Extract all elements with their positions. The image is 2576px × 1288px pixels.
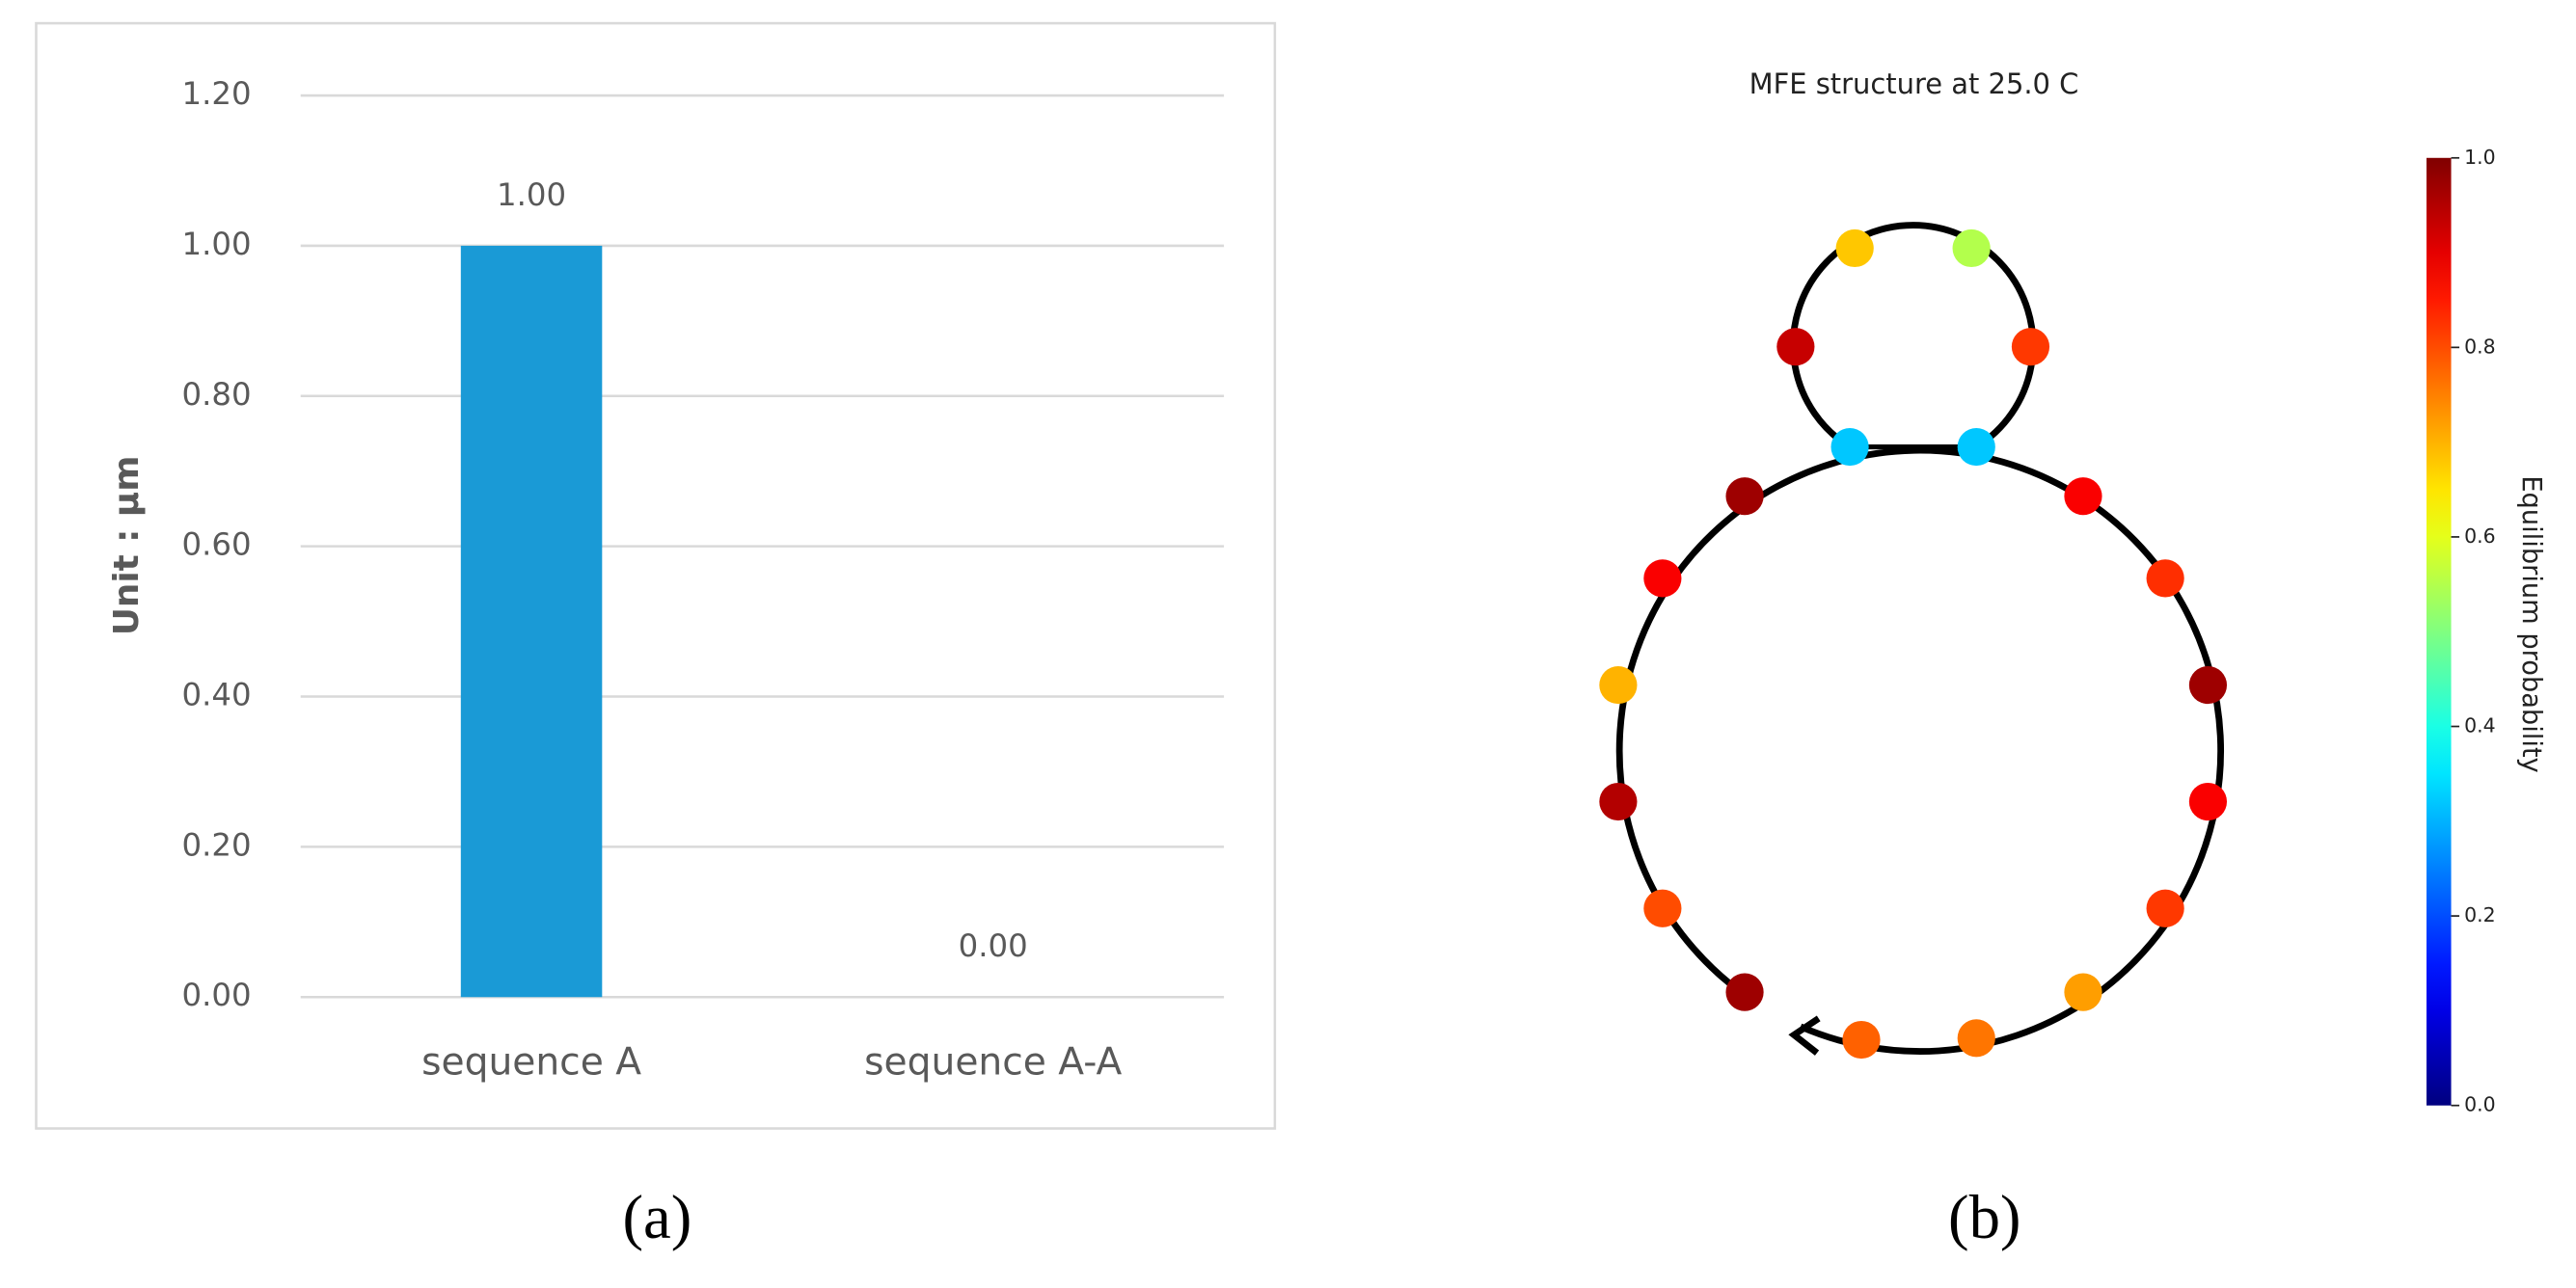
nucleotide <box>2188 782 2228 821</box>
nucleotide <box>1830 427 1869 467</box>
panel-frame <box>35 21 1277 1130</box>
nucleotide <box>2146 889 2184 927</box>
nucleotide <box>1725 973 1764 1011</box>
nucleotide <box>2011 328 2050 366</box>
y-tick-label: 0.40 <box>182 677 252 713</box>
structure-title: MFE structure at 25.0 C <box>1749 67 2079 100</box>
colorbar-tick-label: 1.0 <box>2464 146 2496 169</box>
nucleotide <box>1776 328 1815 366</box>
nucleotide <box>1957 1019 1995 1058</box>
x-tick-label: sequence A <box>421 1041 641 1085</box>
hairpin-loop <box>1789 222 2037 450</box>
nucleotide <box>1599 782 1638 821</box>
nucleotide <box>1842 1020 1881 1060</box>
nucleotide <box>1643 889 1682 927</box>
colorbar-tick-label: 0.6 <box>2464 524 2496 548</box>
y-tick-label: 0.80 <box>182 376 252 413</box>
y-tick-label: 0.00 <box>182 977 252 1013</box>
y-tick-label: 0.20 <box>182 826 252 863</box>
nucleotide <box>1599 665 1638 705</box>
nucleotide <box>2146 559 2184 598</box>
arrow-head <box>1788 1015 1821 1056</box>
data-label: 1.00 <box>497 176 566 213</box>
panel-label: (a) <box>622 1183 691 1252</box>
nucleotide <box>2064 973 2102 1011</box>
y-tick-label: 1.00 <box>182 226 252 262</box>
nucleotide <box>1835 228 1874 268</box>
x-tick-label: sequence A-A <box>864 1041 1122 1085</box>
nucleotide <box>1957 427 1995 467</box>
colorbar-tick-label: 0.0 <box>2464 1093 2496 1116</box>
y-axis-title: Unit : μm <box>107 455 147 635</box>
bar <box>460 245 603 998</box>
backbone <box>1615 446 2225 1055</box>
nucleotide <box>2064 477 2102 516</box>
colorbar-tick-label: 0.8 <box>2464 335 2496 358</box>
panel-label: (b) <box>1948 1183 2020 1252</box>
y-tick-label: 0.60 <box>182 526 252 563</box>
nucleotide <box>1725 477 1764 516</box>
colorbar-tick-label: 0.2 <box>2464 903 2496 926</box>
nucleotide <box>2188 665 2228 705</box>
nucleotide <box>1643 559 1682 598</box>
colorbar-tick-label: 0.4 <box>2464 714 2496 738</box>
nucleotide <box>1952 228 1991 268</box>
colorbar-title: Equilibrium probability <box>2516 475 2546 772</box>
y-tick-label: 1.20 <box>182 75 252 112</box>
data-label: 0.00 <box>959 927 1028 964</box>
colorbar <box>2426 157 2452 1106</box>
